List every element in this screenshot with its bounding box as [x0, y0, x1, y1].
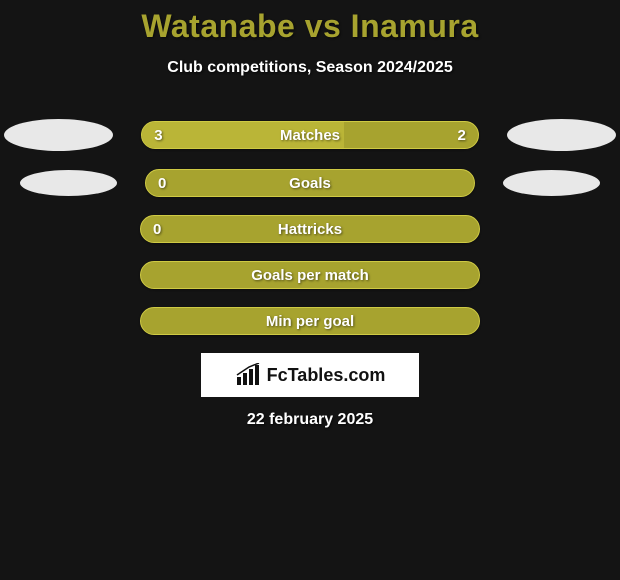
- stat-label: Min per goal: [141, 313, 479, 330]
- stat-bar-gpm: Goals per match: [140, 261, 480, 289]
- stat-bar-goals: 0 Goals: [145, 169, 475, 197]
- stat-row-mpg: Min per goal: [0, 307, 620, 335]
- stat-bar-mpg: Min per goal: [140, 307, 480, 335]
- stat-row-matches: 3 Matches 2: [0, 119, 620, 151]
- branding-logo[interactable]: FcTables.com: [201, 353, 419, 397]
- footer-date: 22 february 2025: [0, 411, 620, 429]
- stat-bar-matches: 3 Matches 2: [141, 121, 479, 149]
- stat-row-goals: 0 Goals: [0, 169, 620, 197]
- stat-row-gpm: Goals per match: [0, 261, 620, 289]
- logo-inner: FcTables.com: [235, 363, 386, 387]
- stat-label: Goals: [146, 175, 474, 192]
- page-title: Watanabe vs Inamura: [0, 8, 620, 45]
- player-indicator-left: [4, 119, 113, 151]
- player-indicator-right: [503, 170, 600, 196]
- stat-label: Hattricks: [141, 221, 479, 238]
- stat-label: Goals per match: [141, 267, 479, 284]
- player-indicator-left: [20, 170, 117, 196]
- player-indicator-right: [507, 119, 616, 151]
- stat-label: Matches: [142, 127, 478, 144]
- stat-row-hattricks: 0 Hattricks: [0, 215, 620, 243]
- bar-chart-icon: [235, 363, 263, 387]
- stat-bar-hattricks: 0 Hattricks: [140, 215, 480, 243]
- page-subtitle: Club competitions, Season 2024/2025: [0, 59, 620, 77]
- stat-right-value: 2: [457, 127, 465, 144]
- logo-text: FcTables.com: [267, 365, 386, 386]
- infographic-container: Watanabe vs Inamura Club competitions, S…: [0, 0, 620, 429]
